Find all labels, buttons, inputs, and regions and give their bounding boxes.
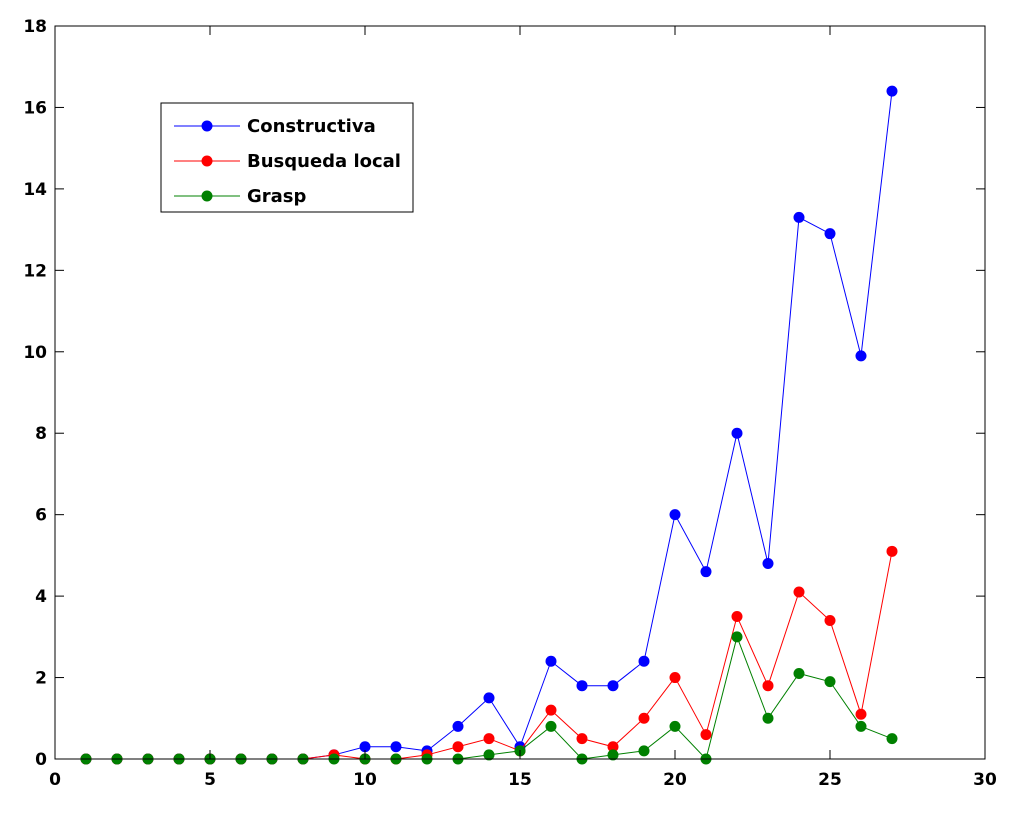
data-point <box>359 741 371 753</box>
data-point <box>731 427 743 439</box>
data-point <box>638 745 650 757</box>
data-point <box>607 749 619 761</box>
x-tick-label: 5 <box>204 770 216 790</box>
data-point <box>855 350 867 362</box>
data-point <box>855 720 867 732</box>
legend-label-1: Busqueda local <box>247 151 401 172</box>
data-point <box>762 680 774 692</box>
data-point <box>762 712 774 724</box>
legend-label-0: Constructiva <box>247 116 376 137</box>
data-point <box>390 741 402 753</box>
data-point <box>886 85 898 97</box>
axis-ticks: 0 5 10 15 20 25 30 0 2 4 6 8 10 12 14 16 18 <box>23 17 997 790</box>
data-point <box>607 680 619 692</box>
data-point <box>731 610 743 622</box>
data-point <box>824 228 836 240</box>
x-tick-label: 0 <box>49 770 61 790</box>
data-point <box>483 692 495 704</box>
data-point <box>855 708 867 720</box>
data-point <box>576 733 588 745</box>
data-point <box>545 720 557 732</box>
legend-marker-2 <box>201 190 213 202</box>
data-point <box>483 733 495 745</box>
legend: Constructiva Busqueda local Grasp <box>160 102 414 213</box>
y-tick-label: 16 <box>23 98 47 118</box>
data-point <box>824 676 836 688</box>
y-tick-label: 18 <box>23 17 47 37</box>
x-tick-label: 30 <box>973 770 997 790</box>
y-tick-label: 6 <box>35 506 47 526</box>
legend-marker-1 <box>201 155 213 167</box>
data-point <box>545 704 557 716</box>
data-point <box>638 712 650 724</box>
data-point <box>669 509 681 521</box>
series-layer <box>80 85 898 765</box>
data-point <box>545 655 557 667</box>
data-point <box>638 655 650 667</box>
y-tick-label: 8 <box>35 424 47 444</box>
y-tick-label: 2 <box>35 669 47 689</box>
data-point <box>731 631 743 643</box>
data-point <box>793 667 805 679</box>
data-point <box>886 545 898 557</box>
data-point <box>793 211 805 223</box>
data-point <box>824 615 836 627</box>
data-point <box>700 566 712 578</box>
legend-marker-0 <box>201 120 213 132</box>
legend-label-2: Grasp <box>247 186 307 207</box>
data-point <box>762 558 774 570</box>
y-tick-label: 0 <box>35 750 47 770</box>
data-point <box>669 672 681 684</box>
data-point <box>483 749 495 761</box>
data-point <box>886 733 898 745</box>
data-point <box>607 741 619 753</box>
y-tick-label: 10 <box>23 343 47 363</box>
y-tick-label: 12 <box>23 261 47 281</box>
x-tick-label: 25 <box>818 770 842 790</box>
data-point <box>700 729 712 741</box>
x-tick-label: 20 <box>663 770 687 790</box>
data-point <box>452 720 464 732</box>
data-point <box>576 680 588 692</box>
y-tick-label: 14 <box>23 180 47 200</box>
data-point <box>452 741 464 753</box>
data-point <box>793 586 805 598</box>
x-tick-label: 10 <box>353 770 377 790</box>
y-tick-label: 4 <box>35 587 47 607</box>
data-point <box>669 720 681 732</box>
x-tick-label: 15 <box>508 770 532 790</box>
